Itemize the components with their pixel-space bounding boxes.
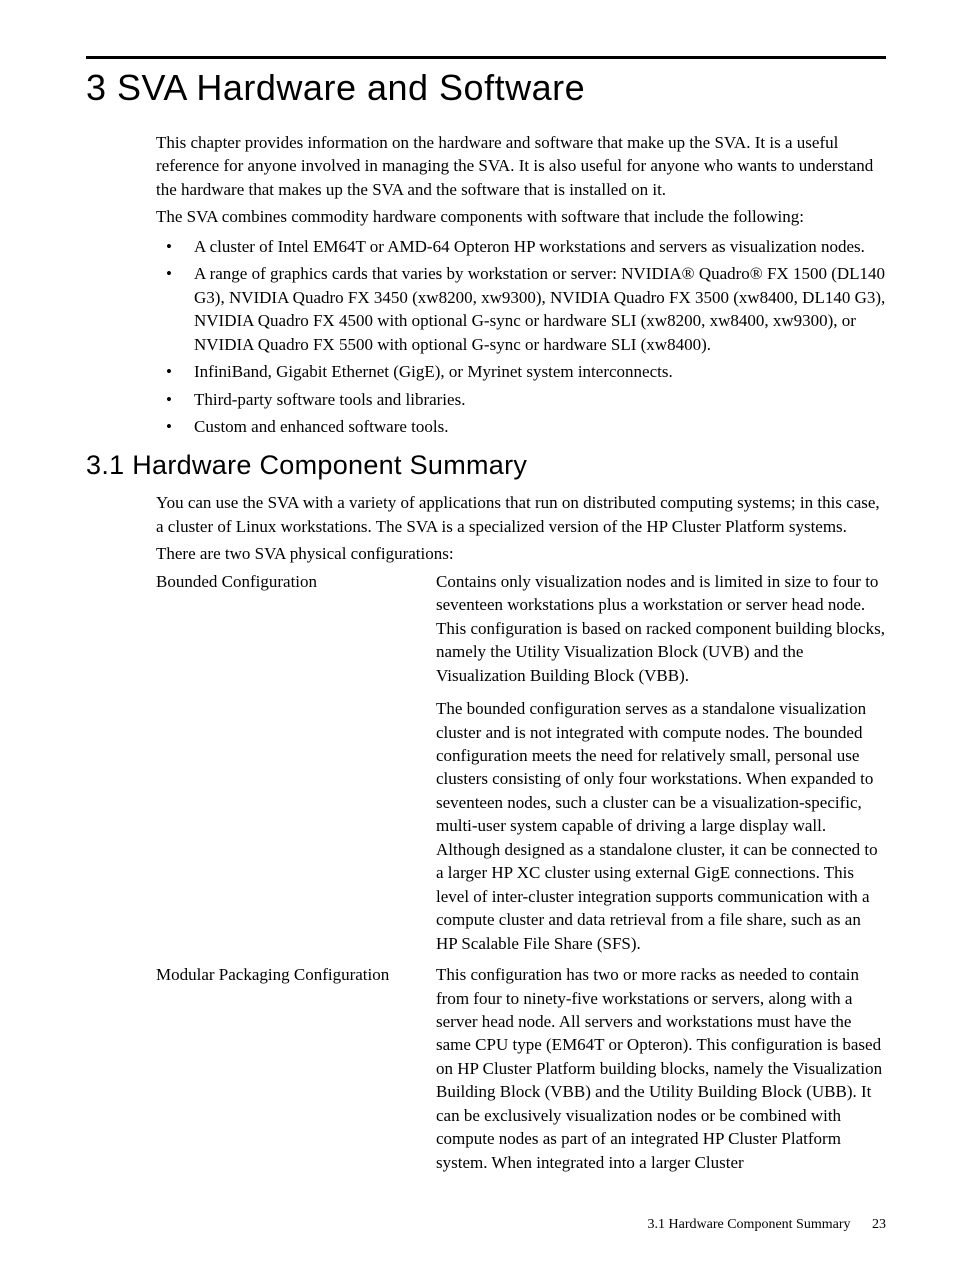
- definition-description: Contains only visualization nodes and is…: [436, 570, 886, 955]
- definition-description: This configuration has two or more racks…: [436, 963, 886, 1174]
- page: 3 SVA Hardware and Software This chapter…: [0, 0, 954, 1174]
- intro-paragraph-2: The SVA combines commodity hardware comp…: [156, 205, 886, 228]
- definition-list: Bounded Configuration Contains only visu…: [156, 570, 886, 1174]
- footer-section: 3.1 Hardware Component Summary: [648, 1217, 851, 1232]
- definition-paragraph: Contains only visualization nodes and is…: [436, 570, 886, 687]
- bullet-item: InfiniBand, Gigabit Ethernet (GigE), or …: [156, 360, 886, 383]
- definition-term: Modular Packaging Configuration: [156, 963, 436, 986]
- section-title: 3.1 Hardware Component Summary: [86, 450, 886, 481]
- top-rule: [86, 56, 886, 59]
- definition-row: Modular Packaging Configuration This con…: [156, 963, 886, 1174]
- footer-page-number: 23: [872, 1217, 886, 1232]
- chapter-title: 3 SVA Hardware and Software: [86, 67, 886, 109]
- definition-paragraph: This configuration has two or more racks…: [436, 963, 886, 1174]
- page-footer: 3.1 Hardware Component Summary 23: [648, 1217, 886, 1233]
- definition-paragraph: The bounded configuration serves as a st…: [436, 697, 886, 955]
- section-paragraph-2: There are two SVA physical configuration…: [156, 542, 886, 565]
- bullet-item: A range of graphics cards that varies by…: [156, 262, 886, 356]
- bullet-item: Custom and enhanced software tools.: [156, 415, 886, 438]
- definition-row: Bounded Configuration Contains only visu…: [156, 570, 886, 955]
- intro-paragraph-1: This chapter provides information on the…: [156, 131, 886, 201]
- bullet-list: A cluster of Intel EM64T or AMD-64 Opter…: [156, 235, 886, 439]
- section-paragraph-1: You can use the SVA with a variety of ap…: [156, 491, 886, 538]
- definition-term: Bounded Configuration: [156, 570, 436, 593]
- intro-block: This chapter provides information on the…: [156, 131, 886, 438]
- bullet-item: Third-party software tools and libraries…: [156, 388, 886, 411]
- bullet-item: A cluster of Intel EM64T or AMD-64 Opter…: [156, 235, 886, 258]
- section-body: You can use the SVA with a variety of ap…: [156, 491, 886, 1174]
